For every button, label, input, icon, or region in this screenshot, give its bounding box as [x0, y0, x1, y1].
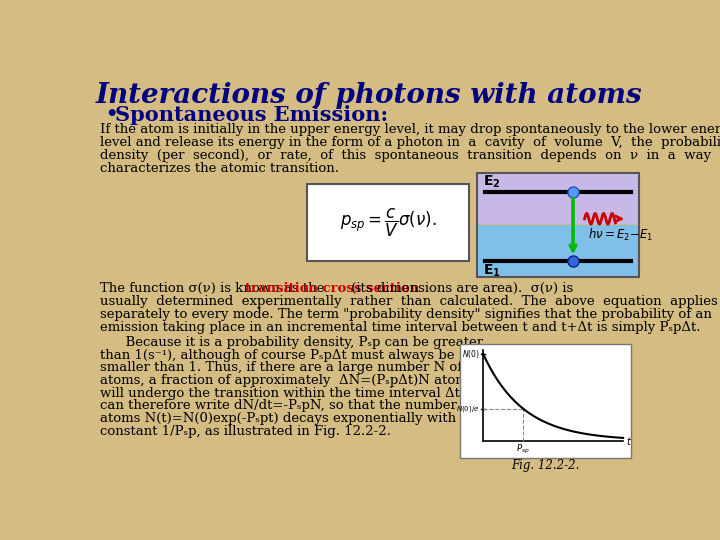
Text: Spontaneous Emission:: Spontaneous Emission: [115, 105, 388, 125]
Text: constant 1/Pₛp, as illustrated in Fig. 12.2-2.: constant 1/Pₛp, as illustrated in Fig. 1… [99, 425, 390, 438]
Text: transition cross section: transition cross section [245, 282, 419, 295]
Text: $P_{sp}$: $P_{sp}$ [516, 443, 530, 456]
Text: •: • [106, 105, 118, 123]
Bar [477, 225, 639, 276]
Text: density  (per  second),  or  rate,  of  this  spontaneous  transition  depends  : density (per second), or rate, of this s… [99, 148, 720, 162]
Text: Interactions of photons with atoms: Interactions of photons with atoms [96, 82, 642, 109]
Text: $N(0)$: $N(0)$ [462, 348, 480, 360]
Text: Because it is a probability density, Pₛp can be greater: Because it is a probability density, Pₛp… [99, 336, 482, 349]
Text: atoms, a fraction of approximately  ΔN=(PₛpΔt)N atoms: atoms, a fraction of approximately ΔN=(P… [99, 374, 474, 387]
Text: Fig. 12.2-2.: Fig. 12.2-2. [511, 459, 580, 472]
Text: usually  determined  experimentally  rather  than  calculated.  The  above  equa: usually determined experimentally rather… [99, 295, 717, 308]
Text: atoms N(t)=N(0)exp(-Pₛpt) decays exponentially with time: atoms N(t)=N(0)exp(-Pₛpt) decays exponen… [99, 412, 490, 425]
Text: If the atom is initially in the upper energy level, it may drop spontaneously to: If the atom is initially in the upper en… [99, 123, 720, 136]
Text: will undergo the transition within the time interval Δt. We: will undergo the transition within the t… [99, 387, 488, 400]
Text: can therefore write dN/dt=-PₛpN, so that the number of: can therefore write dN/dt=-PₛpN, so that… [99, 400, 473, 413]
Text: emission taking place in an incremental time interval between t and t+Δt is simp: emission taking place in an incremental … [99, 321, 700, 334]
Text: $\mathbf{E_1}$: $\mathbf{E_1}$ [483, 262, 500, 279]
Text: level and release its energy in the form of a photon in  a  cavity  of  volume  : level and release its energy in the form… [99, 136, 720, 148]
Text: smaller than 1. Thus, if there are a large number N of such: smaller than 1. Thus, if there are a lar… [99, 361, 497, 374]
Bar [477, 173, 639, 276]
Text: $t$: $t$ [626, 435, 632, 447]
Text: The function σ(ν) is known as the: The function σ(ν) is known as the [99, 282, 328, 295]
Text: than 1(s⁻¹), although of course PₛpΔt must always be: than 1(s⁻¹), although of course PₛpΔt mu… [99, 348, 454, 362]
Bar [460, 343, 631, 457]
Bar [307, 184, 469, 261]
Text: $\mathbf{E_2}$: $\mathbf{E_2}$ [483, 174, 500, 190]
Text: separately to every mode. The term "probability density" signifies that the prob: separately to every mode. The term "prob… [99, 308, 711, 321]
Text: characterizes the atomic transition.: characterizes the atomic transition. [99, 162, 338, 175]
Text: (its dimensions are area).  σ(ν) is: (its dimensions are area). σ(ν) is [347, 282, 574, 295]
Bar [477, 173, 639, 224]
Text: $N(0)/e$: $N(0)/e$ [456, 403, 480, 414]
Text: $h\nu{=}E_2{-}E_1$: $h\nu{=}E_2{-}E_1$ [588, 226, 654, 242]
Text: $p_{sp} = \dfrac{c}{V}\sigma(\nu).$: $p_{sp} = \dfrac{c}{V}\sigma(\nu).$ [340, 206, 436, 239]
